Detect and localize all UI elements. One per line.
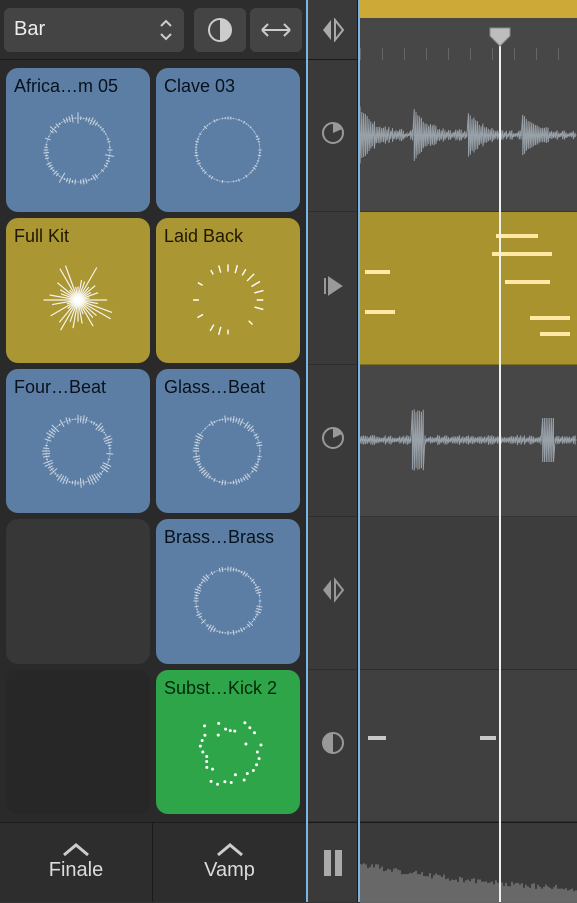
live-cell[interactable]: Laid Back <box>156 218 300 362</box>
mirror-button[interactable] <box>308 0 357 60</box>
live-cell <box>6 519 150 663</box>
master-track <box>360 822 577 902</box>
action-vamp[interactable]: Vamp <box>153 823 306 902</box>
cell-label: Brass…Brass <box>156 525 300 548</box>
row-control[interactable] <box>308 517 357 669</box>
diamond-icon <box>320 577 346 608</box>
midi-note <box>505 280 550 284</box>
midi-note <box>365 310 395 314</box>
halfcircle-icon <box>320 730 346 761</box>
action-finale[interactable]: Finale <box>0 823 153 902</box>
cells-grid: Africa…m 05 Clave 03 Full Kit Laid Back Four… <box>0 60 306 822</box>
midi-note <box>530 316 570 320</box>
timeline <box>358 0 577 902</box>
mirror-icon <box>319 18 347 42</box>
live-cell[interactable]: Africa…m 05 <box>6 68 150 212</box>
track-lane[interactable] <box>360 517 577 669</box>
action-label: Finale <box>49 859 103 882</box>
cell-label: Subst…Kick 2 <box>156 676 300 699</box>
row-control[interactable] <box>308 60 357 212</box>
action-label: Vamp <box>204 859 255 882</box>
live-cell[interactable]: Subst…Kick 2 <box>156 670 300 814</box>
track-lane[interactable] <box>360 670 577 822</box>
timeline-header <box>360 0 577 60</box>
track-lane[interactable] <box>360 212 577 364</box>
cell-label: Glass…Beat <box>156 375 300 398</box>
chevron-up-icon <box>216 843 244 857</box>
arrangement-marker[interactable] <box>360 0 577 18</box>
track-lane[interactable] <box>360 365 577 517</box>
ruler-tick <box>360 48 361 60</box>
cell-label: Four…Beat <box>6 375 150 398</box>
live-cell[interactable]: Four…Beat <box>6 369 150 513</box>
midi-note <box>492 252 552 256</box>
pause-icon <box>322 850 344 876</box>
chevron-up-icon <box>62 843 90 857</box>
midi-note <box>368 736 386 740</box>
live-cell[interactable]: Brass…Brass <box>156 519 300 663</box>
midi-note <box>540 332 570 336</box>
ruler-tick <box>558 48 559 60</box>
hresize-button[interactable] <box>250 8 302 52</box>
row-controls <box>308 60 357 822</box>
chevron-updown-icon <box>158 18 174 42</box>
hresize-icon <box>260 20 292 40</box>
cell-label: Africa…m 05 <box>6 74 150 97</box>
dropdown-label: Bar <box>14 18 45 41</box>
app-root: Bar Africa…m 05 Clave 03 Full Kit Laid Back… <box>0 0 577 902</box>
midi-note <box>365 270 390 274</box>
row-control[interactable] <box>308 670 357 822</box>
cell-label: Clave 03 <box>156 74 300 97</box>
live-cell[interactable]: Glass…Beat <box>156 369 300 513</box>
live-cell[interactable]: Full Kit <box>6 218 150 362</box>
ruler-tick <box>536 48 537 60</box>
tracks-area <box>360 60 577 822</box>
quantize-dropdown[interactable]: Bar <box>4 8 184 52</box>
playhead-marker[interactable] <box>488 26 512 48</box>
live-cell <box>6 670 150 814</box>
ruler-tick <box>514 48 515 60</box>
cell-label: Full Kit <box>6 224 150 247</box>
midi-note <box>496 234 538 238</box>
ruler-tick <box>426 48 427 60</box>
ruler-tick <box>448 48 449 60</box>
midi-note <box>480 736 496 740</box>
actions-row: Finale Vamp <box>0 822 306 902</box>
ruler-tick <box>470 48 471 60</box>
row-controls-strip <box>308 0 358 902</box>
toolbar: Bar <box>0 0 306 60</box>
contrast-button[interactable] <box>194 8 246 52</box>
playhead-line[interactable] <box>499 30 501 902</box>
ruler-tick <box>404 48 405 60</box>
pie-icon <box>320 120 346 151</box>
cell-label: Laid Back <box>156 224 300 247</box>
halfcircle-icon <box>206 16 234 44</box>
live-cell[interactable]: Clave 03 <box>156 68 300 212</box>
playstep-icon <box>321 274 345 303</box>
row-control[interactable] <box>308 365 357 517</box>
cells-panel: Bar Africa…m 05 Clave 03 Full Kit Laid Back… <box>0 0 308 902</box>
ruler-tick <box>492 48 493 60</box>
ruler-tick <box>382 48 383 60</box>
row-control[interactable] <box>308 212 357 364</box>
pause-button[interactable] <box>308 822 357 902</box>
pie-icon <box>320 425 346 456</box>
track-lane[interactable] <box>360 60 577 212</box>
ruler[interactable] <box>360 18 577 60</box>
